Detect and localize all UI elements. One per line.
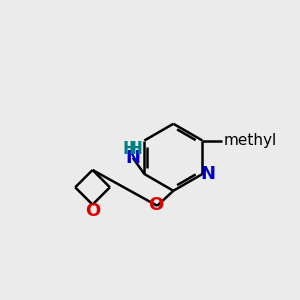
Text: H: H <box>129 140 142 158</box>
Text: O: O <box>85 202 100 220</box>
Text: N: N <box>125 149 140 167</box>
Text: N: N <box>201 165 216 183</box>
Text: methyl: methyl <box>224 133 277 148</box>
Text: H: H <box>122 140 136 158</box>
Text: O: O <box>148 196 164 214</box>
